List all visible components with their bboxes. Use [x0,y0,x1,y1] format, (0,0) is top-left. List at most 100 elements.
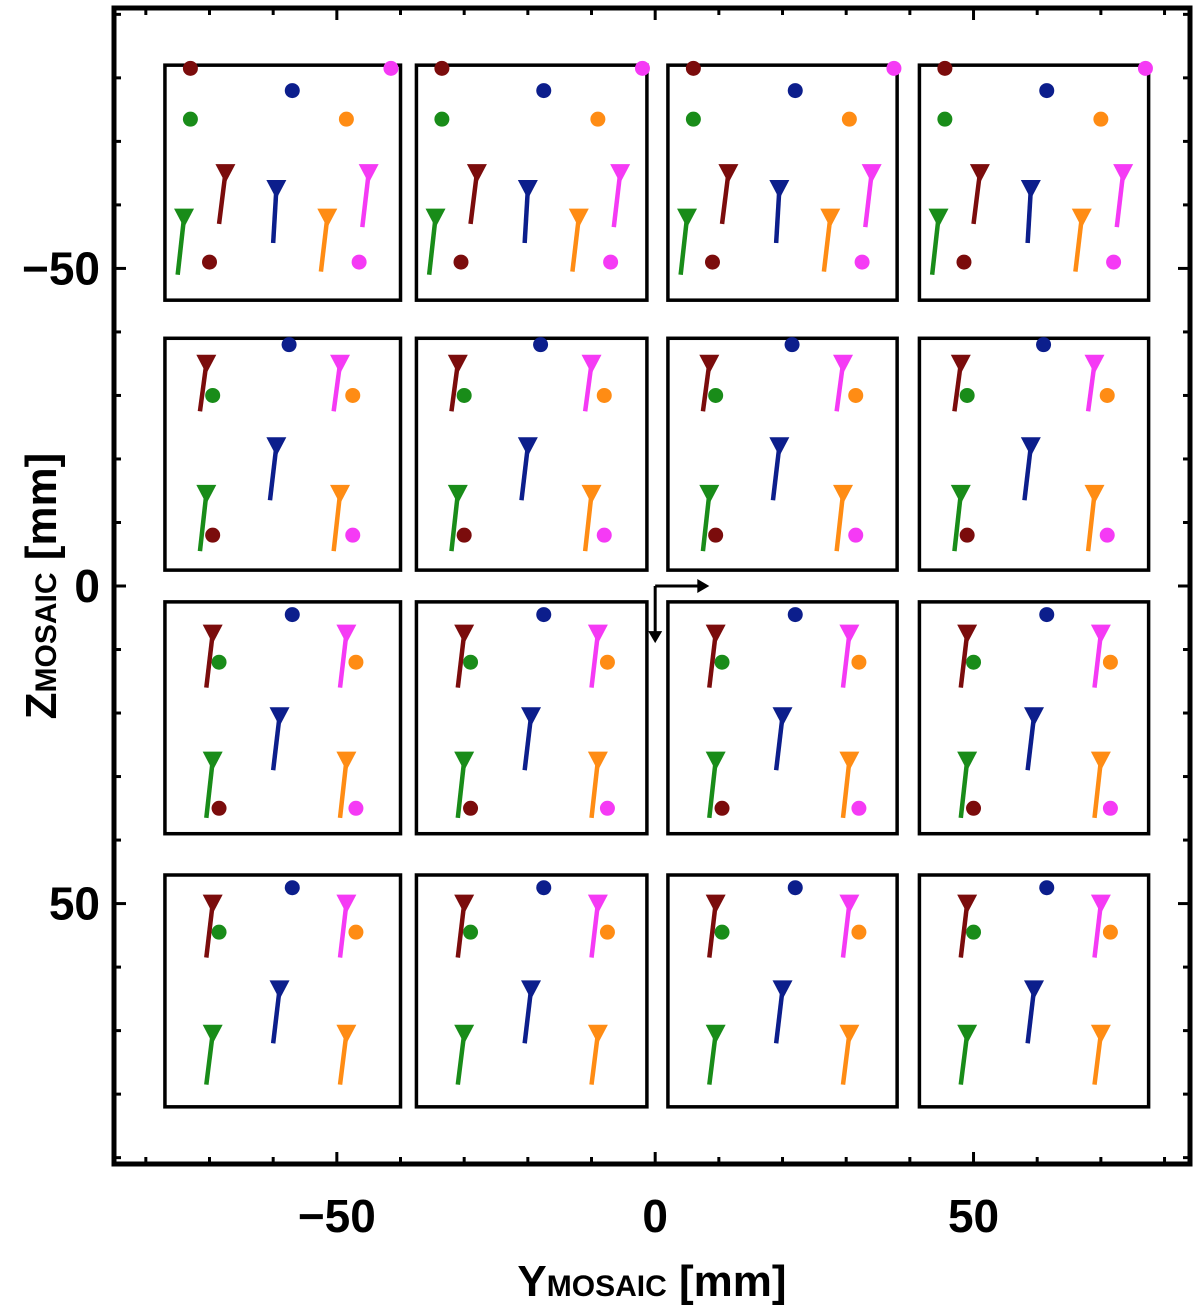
pin-head [1090,624,1111,644]
pin-head [839,894,860,914]
pin-r2-c2-0 [705,624,726,688]
dot-r0-c1-0 [434,60,450,76]
x-axis-title: YMOSAIC [mm] [517,1257,786,1306]
pin-head [587,624,608,644]
tile-r0-c2 [666,63,899,302]
dot-r0-c2-5 [704,254,720,270]
pin-r2-c1-1 [587,624,608,688]
pin-head [425,208,446,228]
pin-head [587,894,608,914]
pin-head [202,1024,223,1044]
pin-r0-c2-0 [718,164,739,225]
pin-r2-c3-1 [1090,624,1111,688]
pin-head [317,208,338,228]
pin-r0-c1-1 [517,180,538,244]
pin-r1-c1-3 [447,484,468,552]
pin-r2-c2-4 [839,751,860,819]
dot-r0-c2-4 [841,111,857,127]
pin-r2-c3-0 [957,624,978,688]
pin-head [705,624,726,644]
pin-stem [426,217,438,276]
pin-stem [707,903,718,958]
dot-r2-c0-1 [211,654,227,670]
dot-r0-c1-1 [536,83,552,99]
y-axis-title: ZMOSAIC [mm] [17,453,66,720]
pin-head [330,484,351,504]
tile-r0-c1 [414,63,649,302]
pin-r3-c1-4 [587,1024,608,1085]
pin-stem [840,1033,852,1085]
detector-tiles [163,63,1151,1109]
pin-stem [270,188,279,244]
pin-stem [952,493,964,552]
pin-r2-c0-0 [202,624,223,688]
pin-head [587,1024,608,1044]
dot-r1-c0-3 [205,527,221,543]
pin-head [833,354,854,374]
x-tick-label-0: −50 [298,1190,376,1242]
pin-r3-c1-2 [521,980,542,1044]
pin-head [705,751,726,771]
pin-head [196,354,217,374]
pin-stem [570,217,582,272]
pin-head [454,624,475,644]
pin-stem [1114,172,1126,228]
pin-r3-c1-0 [454,894,475,958]
pin-r1-c3-0 [950,354,971,412]
pin-r1-c3-4 [1084,484,1105,552]
dot-r3-c0-1 [211,924,227,940]
y-tick-label-1: 0 [74,560,100,612]
dot-r3-c3-2 [1102,924,1118,940]
pin-r0-c2-3 [677,208,698,276]
dot-r1-c2-3 [708,527,724,543]
dot-r1-c3-4 [1099,527,1115,543]
pin-stem [840,903,852,958]
pin-r0-c3-3 [928,208,949,276]
pin-r1-c1-4 [581,484,602,552]
pin-head [1024,980,1045,1000]
dot-r0-c0-1 [284,83,300,99]
pin-r2-c0-3 [202,751,223,819]
dot-r0-c1-5 [453,254,469,270]
dot-r0-c0-3 [182,111,198,127]
pin-stem [770,446,782,501]
pin-r0-c3-4 [1071,208,1092,272]
dot-r2-c2-0 [787,607,803,623]
pin-stem [773,989,785,1044]
pin-head [581,354,602,374]
pin-stem [267,446,279,501]
dot-r0-c1-2 [634,60,650,76]
dot-r0-c0-4 [338,111,354,127]
pin-r3-c2-4 [839,1024,860,1085]
pin-r0-c0-1 [266,180,287,244]
pin-r1-c1-0 [447,354,468,412]
dot-r2-c1-1 [463,654,479,670]
tile-r0-c0 [163,63,403,302]
dot-r2-c2-3 [714,800,730,816]
pin-stem [678,217,690,276]
dot-r1-c3-1 [959,387,975,403]
pin-r1-c0-2 [266,437,287,501]
pin-head [677,208,698,228]
pin-r1-c0-3 [196,484,217,552]
x-axis-title-main: Y [517,1257,546,1306]
dot-r1-c0-4 [345,527,361,543]
pin-stem [1092,903,1104,958]
x-axis-title-unit: [mm] [667,1257,787,1306]
pin-stem [360,172,371,228]
pin-stem [455,1033,467,1085]
pin-head [839,624,860,644]
pin-stem [582,493,594,552]
pin-r0-c2-2 [861,164,882,228]
dot-r0-c0-2 [383,60,399,76]
dot-r0-c2-2 [886,60,902,76]
pin-r2-c2-1 [839,624,860,688]
pin-stem [971,172,983,225]
dot-r3-c2-2 [851,924,867,940]
pin-stem [1085,493,1097,552]
pin-head [957,751,978,771]
pin-stem [455,633,467,688]
pin-head [957,1024,978,1044]
y-axis-title-sub: MOSAIC [30,572,63,692]
pin-stem [958,1033,970,1085]
